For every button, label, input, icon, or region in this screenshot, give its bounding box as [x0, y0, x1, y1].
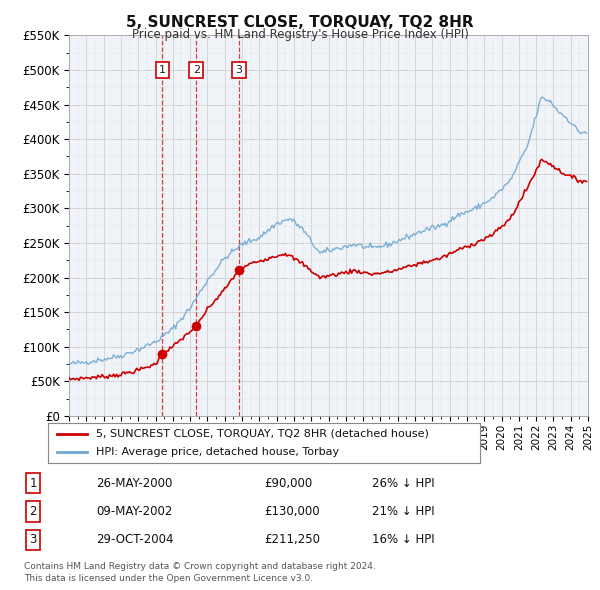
Text: £211,250: £211,250	[264, 533, 320, 546]
Text: Price paid vs. HM Land Registry's House Price Index (HPI): Price paid vs. HM Land Registry's House …	[131, 28, 469, 41]
Text: 5, SUNCREST CLOSE, TORQUAY, TQ2 8HR: 5, SUNCREST CLOSE, TORQUAY, TQ2 8HR	[126, 15, 474, 30]
Text: 1: 1	[159, 65, 166, 75]
Text: 3: 3	[29, 533, 37, 546]
Text: 2: 2	[193, 65, 200, 75]
Text: 09-MAY-2002: 09-MAY-2002	[96, 505, 172, 518]
Text: 1: 1	[29, 477, 37, 490]
Text: 16% ↓ HPI: 16% ↓ HPI	[372, 533, 434, 546]
Text: 3: 3	[236, 65, 242, 75]
Text: 21% ↓ HPI: 21% ↓ HPI	[372, 505, 434, 518]
Text: HPI: Average price, detached house, Torbay: HPI: Average price, detached house, Torb…	[95, 447, 338, 457]
Text: 26% ↓ HPI: 26% ↓ HPI	[372, 477, 434, 490]
Text: Contains HM Land Registry data © Crown copyright and database right 2024.
This d: Contains HM Land Registry data © Crown c…	[24, 562, 376, 583]
Text: 29-OCT-2004: 29-OCT-2004	[96, 533, 173, 546]
Text: 5, SUNCREST CLOSE, TORQUAY, TQ2 8HR (detached house): 5, SUNCREST CLOSE, TORQUAY, TQ2 8HR (det…	[95, 429, 428, 439]
Text: £90,000: £90,000	[264, 477, 312, 490]
Text: £130,000: £130,000	[264, 505, 320, 518]
Text: 2: 2	[29, 505, 37, 518]
Text: 26-MAY-2000: 26-MAY-2000	[96, 477, 172, 490]
